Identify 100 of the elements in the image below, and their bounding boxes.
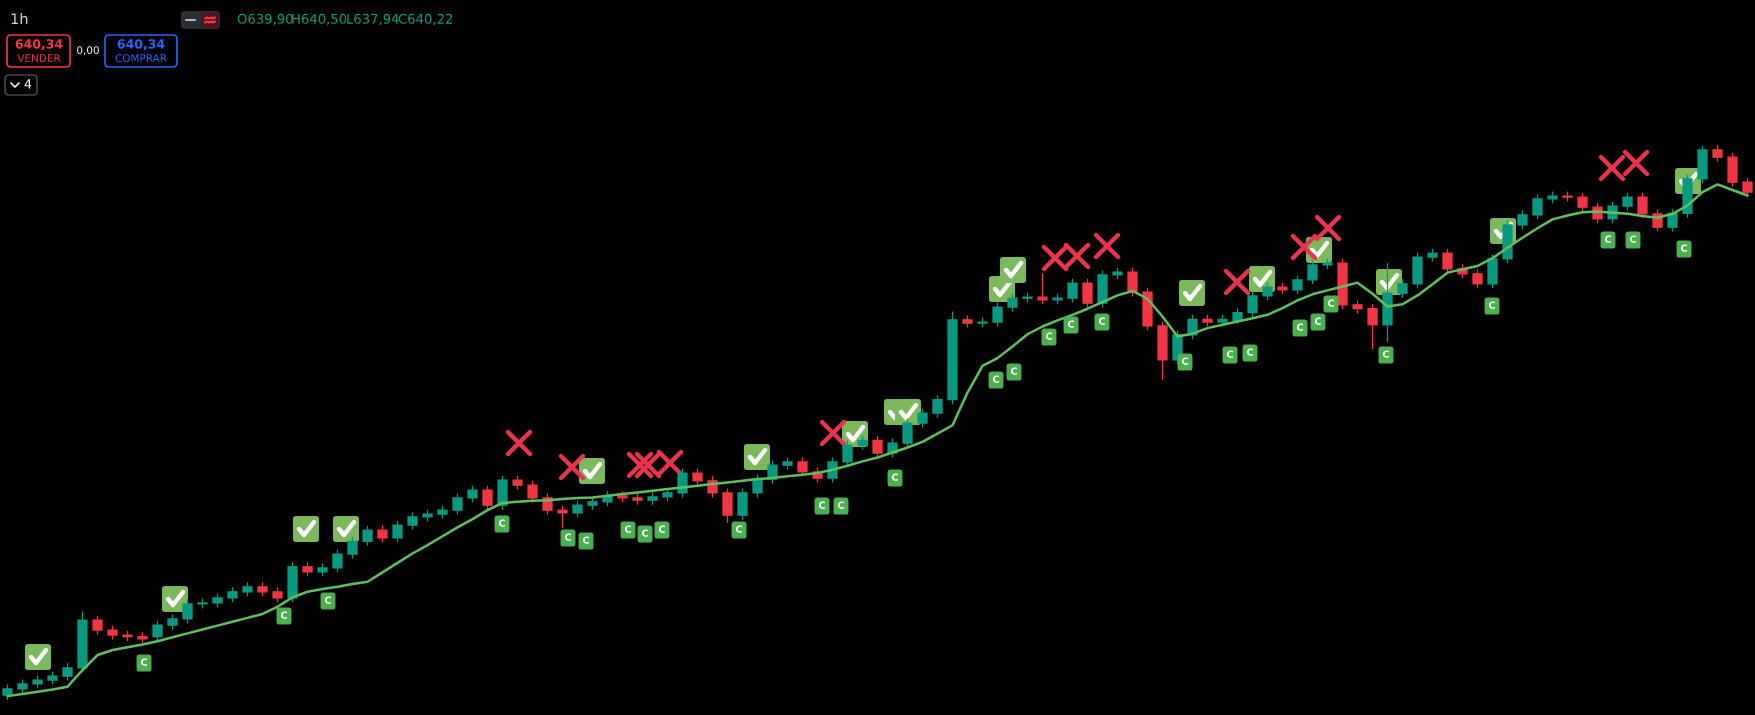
candlestick	[902, 417, 913, 449]
candlestick	[842, 440, 853, 467]
candlestick	[752, 474, 763, 499]
candlestick	[272, 586, 283, 603]
candlestick	[557, 505, 568, 529]
candlestick	[1472, 268, 1483, 289]
candlestick	[1007, 293, 1018, 313]
text: C640,22	[398, 13, 453, 26]
candlestick	[392, 520, 403, 544]
candlestick	[662, 487, 673, 502]
candlestick	[1517, 209, 1528, 230]
candlestick	[137, 631, 148, 644]
candlestick	[1082, 278, 1093, 309]
candlestick	[62, 662, 73, 682]
annotation: C	[1067, 320, 1074, 328]
candlestick	[1697, 144, 1708, 184]
candlestick	[302, 561, 313, 577]
candlestick	[1367, 303, 1378, 350]
candlestick	[1247, 290, 1258, 318]
candlestick	[167, 613, 178, 631]
annotation: C	[1045, 332, 1052, 340]
text: O639,90	[237, 13, 293, 26]
annotation: C	[641, 529, 648, 537]
candlestick	[1502, 219, 1513, 264]
candlestick	[917, 408, 928, 429]
annotation: C	[1680, 244, 1687, 252]
candlestick	[512, 475, 523, 491]
candlestick	[2, 683, 13, 701]
annotation: C	[1098, 317, 1105, 325]
candlestick	[737, 487, 748, 521]
candlestick	[1712, 144, 1723, 163]
candlestick	[1292, 274, 1303, 295]
annotation: C	[818, 501, 825, 509]
annotation: C	[1181, 357, 1188, 365]
text: L637,94	[347, 13, 399, 26]
annotation: C	[1246, 348, 1253, 356]
candlestick	[332, 548, 343, 573]
text: VENDER	[17, 54, 61, 62]
annotation: C	[1604, 235, 1611, 243]
candlestick	[1067, 278, 1078, 304]
candlestick	[1637, 192, 1648, 219]
candlestick	[1547, 190, 1558, 204]
candlestick	[407, 511, 418, 531]
text: 640,34	[117, 39, 165, 51]
candlestick	[152, 620, 163, 642]
candlestick	[1397, 278, 1408, 299]
annotation: C	[891, 473, 898, 481]
candlestick	[647, 491, 658, 506]
candlestick	[242, 581, 253, 597]
candlestick	[17, 678, 28, 694]
candlestick	[1427, 248, 1438, 263]
candlestick	[182, 598, 193, 625]
candlestick	[1532, 193, 1543, 220]
candlestick	[467, 485, 478, 504]
annotation: C	[658, 525, 665, 533]
candlestick	[1157, 320, 1168, 381]
candlestick	[227, 586, 238, 603]
candlestick	[587, 496, 598, 511]
candlestick	[692, 467, 703, 486]
annotation: C	[1488, 301, 1495, 309]
candlestick	[1622, 192, 1633, 212]
candlestick	[1262, 282, 1273, 302]
candlestick	[857, 435, 868, 451]
candlestick	[1037, 272, 1048, 305]
candlestick	[632, 492, 643, 506]
candlestick	[1232, 307, 1243, 325]
candlestick	[452, 492, 463, 516]
candlestick	[1442, 248, 1453, 274]
candlestick	[347, 536, 358, 560]
annotation: C	[1629, 235, 1636, 243]
annotation: C	[992, 375, 999, 383]
candlestick	[422, 509, 433, 522]
candlestick	[1127, 267, 1138, 298]
candlestick	[1337, 258, 1348, 310]
candlestick	[947, 310, 958, 405]
candlestick	[992, 301, 1003, 328]
text: H640,50	[292, 13, 347, 26]
candlestick	[1142, 287, 1153, 331]
candlestick	[1277, 282, 1288, 295]
candlestick	[1562, 190, 1573, 203]
candlestick	[962, 314, 973, 329]
candlestick	[317, 562, 328, 577]
annotation: C	[1296, 323, 1303, 331]
candlestick	[362, 525, 373, 547]
candlestick	[377, 525, 388, 544]
candlestick	[977, 316, 988, 329]
candlestick	[1112, 267, 1123, 280]
candlestick	[1307, 259, 1318, 285]
annotation: C	[1010, 367, 1017, 375]
annotation: C	[1382, 350, 1389, 358]
candlestick	[872, 435, 883, 459]
annotation: C	[582, 536, 589, 544]
candlestick	[257, 581, 268, 597]
candlestick	[1412, 252, 1423, 289]
candlestick	[1487, 253, 1498, 289]
annotation: C	[564, 533, 571, 541]
candlestick	[1382, 262, 1393, 343]
annotation: C	[1327, 299, 1334, 307]
annotation: C	[1226, 350, 1233, 358]
annotation: C	[498, 519, 505, 527]
